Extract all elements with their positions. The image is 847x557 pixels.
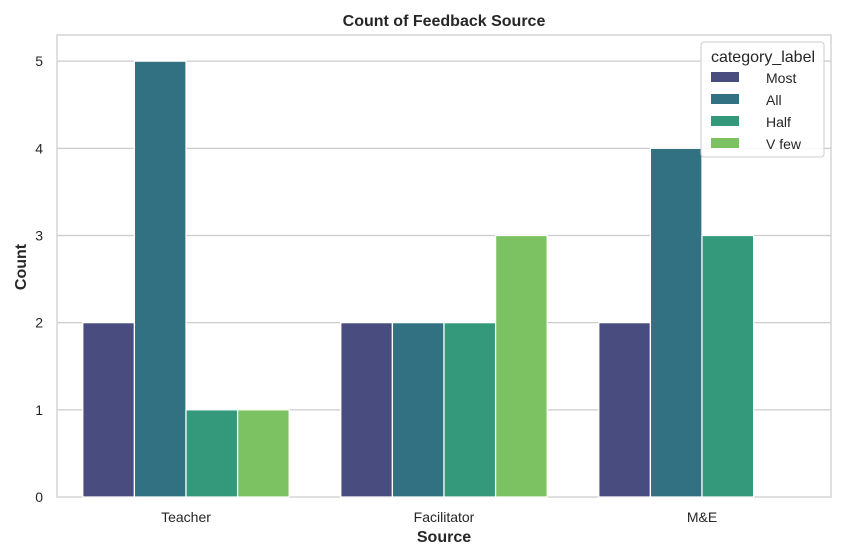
bar xyxy=(443,322,497,498)
bar xyxy=(133,60,187,498)
x-axis-label: Source xyxy=(417,529,471,546)
legend-swatch xyxy=(711,116,739,126)
legend-label: Most xyxy=(766,70,796,86)
legend-swatch xyxy=(711,138,739,148)
legend-box xyxy=(700,41,825,158)
x-tick-labels: Teacher Facilitator M&E xyxy=(161,509,717,525)
legend-label: V few xyxy=(766,136,802,152)
y-axis-label: Count xyxy=(13,243,30,290)
legend: category_label Most All Half V few xyxy=(700,41,825,158)
y-tick-labels: 0 1 2 3 4 5 xyxy=(35,53,43,505)
y-tick-label: 0 xyxy=(35,489,43,505)
bar xyxy=(236,409,290,498)
legend-label: Half xyxy=(766,114,791,130)
bar xyxy=(391,322,445,498)
y-tick-label: 2 xyxy=(35,315,43,331)
bar xyxy=(701,234,755,498)
y-tick-label: 4 xyxy=(35,140,43,156)
x-tick-label: M&E xyxy=(687,509,717,525)
bar xyxy=(649,147,703,498)
x-tick-label: Teacher xyxy=(161,509,211,525)
bars-group xyxy=(82,60,755,498)
legend-swatch xyxy=(711,72,739,82)
y-tick-label: 1 xyxy=(35,402,43,418)
legend-swatch xyxy=(711,94,739,104)
bar xyxy=(494,234,548,498)
x-tick-label: Facilitator xyxy=(414,509,475,525)
chart-title: Count of Feedback Source xyxy=(343,13,546,30)
legend-title: category_label xyxy=(711,49,815,66)
bar xyxy=(185,409,239,498)
bar xyxy=(82,322,136,498)
legend-items: Most All Half V few xyxy=(711,70,802,152)
bar xyxy=(340,322,394,498)
y-tick-label: 3 xyxy=(35,227,43,243)
y-tick-label: 5 xyxy=(35,53,43,69)
bar xyxy=(598,322,652,498)
legend-label: All xyxy=(766,92,782,108)
